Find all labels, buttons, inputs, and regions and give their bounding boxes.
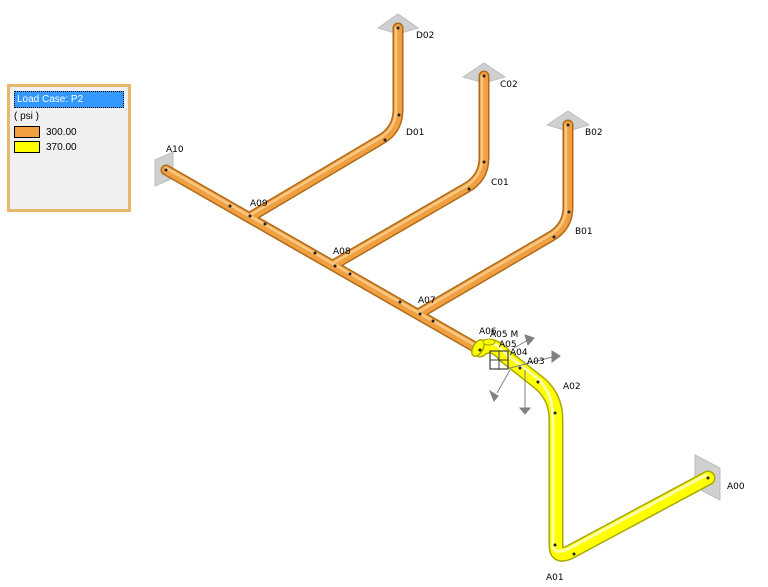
node-label-a01: A01: [546, 573, 564, 583]
node-label-c02: C02: [500, 80, 518, 90]
node-label-a05m: A05 M: [490, 330, 518, 340]
node-labels: D02 D01 C02 C01 B02 B01 A10 A09 A08 A07 …: [166, 31, 745, 583]
legend-item-370: 370.00: [14, 140, 124, 154]
anchor-supports: [154, 13, 721, 501]
legend-swatch-yellow: [14, 141, 40, 153]
legend-item-300: 300.00: [14, 125, 124, 139]
legend-item-label: 370.00: [46, 141, 77, 153]
node-label-c01: C01: [491, 178, 509, 188]
orange-pipe-run: [160, 22, 574, 356]
yellow-pipe-run: [472, 338, 716, 562]
legend-title[interactable]: Load Case: P2: [14, 91, 124, 108]
node-label-a04: A04: [510, 348, 528, 358]
node-markers: [164, 26, 710, 556]
node-label-b02: B02: [585, 128, 603, 138]
node-label-a00: A00: [727, 482, 745, 492]
node-label-d02: D02: [416, 31, 434, 41]
node-label-a06: A06: [479, 327, 497, 337]
flange: [471, 338, 496, 357]
node-label-a02: A02: [563, 382, 581, 392]
node-label-a07: A07: [418, 296, 436, 306]
node-label-a09: A09: [250, 199, 268, 209]
node-label-a08: A08: [333, 247, 351, 257]
node-label-d01: D01: [406, 128, 424, 138]
legend-item-label: 300.00: [46, 126, 77, 138]
node-label-a05: A05: [499, 340, 517, 350]
legend-swatch-orange: [14, 126, 40, 138]
node-label-a10: A10: [166, 145, 184, 155]
legend-unit: ( psi ): [14, 111, 39, 122]
load-case-legend[interactable]: Load Case: P2 ( psi ) 300.00 370.00: [7, 84, 131, 212]
node-label-a03: A03: [527, 357, 545, 367]
restraint-symbols: [488, 334, 561, 415]
node-label-b01: B01: [575, 227, 593, 237]
